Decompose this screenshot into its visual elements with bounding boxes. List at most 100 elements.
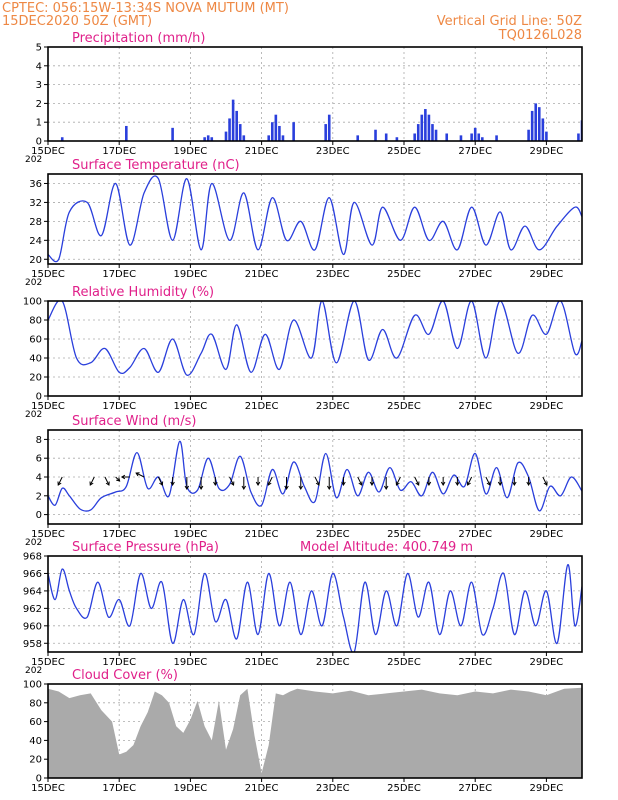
y-tick-label: 28 <box>29 217 42 228</box>
wind-arrowhead <box>315 481 320 486</box>
precip-bar <box>527 129 530 141</box>
panel-1: 0 1 2 3 4 5 15DEC 17DEC 19DEC 21DEC 23DEC 25DEC 27DE… <box>25 31 583 165</box>
precip-bar <box>477 133 481 141</box>
precip-bar <box>324 124 327 141</box>
precip-bar <box>224 131 228 141</box>
precip-bar <box>481 137 484 141</box>
y-tick-label: 80 <box>29 316 42 327</box>
y-tick-label: 32 <box>29 198 42 209</box>
panel-title: Surface Pressure (hPa) <box>72 540 219 555</box>
y-tick-label: 36 <box>29 179 42 190</box>
x-tick-label: 27DEC <box>458 401 492 412</box>
y-tick-label: 20 <box>29 373 42 384</box>
wind-vector <box>414 476 420 486</box>
panel-4: 0 2 4 6 8 15DEC 17DEC 19DEC 21DEC 23DEC 25DEC 27DEC… <box>25 414 583 548</box>
y-tick-label: 80 <box>29 698 42 709</box>
y-tick-label: 60 <box>29 335 42 346</box>
wind-arrowhead <box>89 481 94 486</box>
panel-frame <box>47 683 583 779</box>
x-tick-label: 17DEC <box>102 269 136 280</box>
precip-bar <box>242 135 246 141</box>
wind-vector <box>357 476 363 486</box>
x-year-label: 202 <box>25 538 42 548</box>
wind-arrowhead <box>184 485 190 490</box>
precip-bar <box>274 114 278 141</box>
series-line <box>48 440 582 512</box>
panel-frame <box>47 173 583 265</box>
x-tick-label: 29DEC <box>530 783 564 794</box>
wind-arrowhead <box>415 481 420 486</box>
wind-arrowhead <box>369 481 375 486</box>
x-tick-label: 23DEC <box>316 146 350 157</box>
x-tick-label: 29DEC <box>530 401 564 412</box>
wind-vector <box>542 476 548 486</box>
wind-arrowhead <box>341 481 346 486</box>
precip-bar <box>424 109 427 141</box>
x-tick-label: 19DEC <box>174 657 208 668</box>
panel-title: Precipitation (mm/h) <box>72 31 205 46</box>
bars <box>60 99 582 141</box>
wind-arrowhead <box>255 481 261 486</box>
y-tick-label: 6 <box>36 454 42 465</box>
x-tick-label: 25DEC <box>387 529 421 540</box>
x-tick-label: 17DEC <box>102 529 136 540</box>
wind-arrowhead <box>395 481 400 486</box>
panel-2: 20 24 28 32 36 15DEC 17DEC 19DEC 21DEC 23DEC 25DEC… <box>25 158 583 288</box>
precip-bar <box>384 133 388 141</box>
y-tick-label: 20 <box>29 255 42 266</box>
precip-bar <box>545 131 548 141</box>
precip-bar <box>231 99 235 141</box>
wind-arrowhead <box>159 481 164 486</box>
y-tick-label: 958 <box>23 639 42 650</box>
x-year-label: 202 <box>25 410 42 420</box>
y-tick-label: 968 <box>23 552 42 563</box>
x-tick-label: 15DEC <box>31 146 65 157</box>
precip-bar <box>292 122 295 141</box>
wind-arrowhead <box>105 481 110 486</box>
x-tick-label: 19DEC <box>174 529 208 540</box>
x-tick-label: 27DEC <box>458 657 492 668</box>
precip-bar <box>420 114 424 141</box>
wind-arrowhead <box>284 485 289 490</box>
panel-title: Relative Humidity (%) <box>72 285 214 300</box>
wind-arrowhead <box>116 477 121 482</box>
precip-bar <box>445 133 449 141</box>
wind-arrowhead <box>543 481 548 486</box>
header-grid-note: Vertical Grid Line: 50Z <box>437 14 582 29</box>
y-tick-label: 4 <box>36 473 42 484</box>
precip-bar <box>60 137 64 141</box>
wind-arrowhead <box>512 481 517 486</box>
precip-bar <box>541 118 545 141</box>
series-line <box>48 175 582 263</box>
wind-arrowhead <box>298 485 303 490</box>
precip-bar <box>281 135 285 141</box>
precip-bar <box>413 133 416 141</box>
x-tick-label: 15DEC <box>31 401 65 412</box>
x-tick-label: 25DEC <box>387 783 421 794</box>
precip-bar <box>470 133 473 141</box>
precip-bar <box>238 124 242 141</box>
panel-3: 0 20 40 60 80 100 15DEC 17DEC 19DEC 21DEC 23DEC 25D… <box>23 285 583 420</box>
wind-vector <box>314 476 320 486</box>
x-tick-label: 17DEC <box>102 146 136 157</box>
y-tick-label: 0 <box>36 392 42 403</box>
wind-arrowhead <box>466 481 471 486</box>
y-tick-label: 2 <box>36 99 42 110</box>
y-tick-label: 1 <box>36 118 42 129</box>
precip-bar <box>171 127 174 141</box>
precip-bar <box>356 135 360 141</box>
panel-6: 0 20 40 60 80 100 15DEC 17DEC 19DEC 21DEC 23DEC 25D… <box>23 668 583 794</box>
wind-arrowhead <box>213 481 218 486</box>
panel-frame <box>47 555 583 653</box>
x-tick-label: 21DEC <box>245 529 279 540</box>
panel-title: Surface Temperature (nC) <box>72 158 240 173</box>
header-location: CPTEC: 056:15W-13:34S NOVA MUTUM (MT) <box>2 1 289 16</box>
y-tick-label: 5 <box>36 43 42 54</box>
precip-bar <box>228 118 231 141</box>
wind-vector <box>157 476 163 486</box>
wind-arrowhead <box>120 474 126 480</box>
wind-arrowhead <box>440 481 446 486</box>
x-tick-label: 19DEC <box>174 783 208 794</box>
y-tick-label: 966 <box>23 569 42 580</box>
